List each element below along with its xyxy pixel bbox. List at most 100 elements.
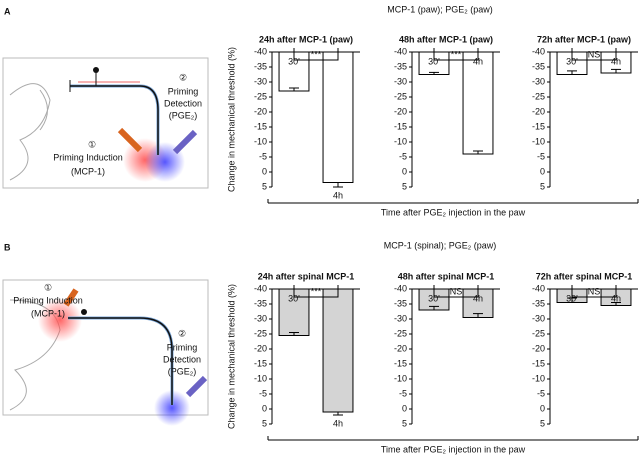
y-tick-label: -20: [254, 343, 267, 353]
significance-bracket: [571, 48, 617, 61]
y-tick-label: -10: [394, 373, 407, 383]
y-tick-label: -10: [394, 136, 407, 146]
chart-title: 72h after MCP-1 (paw): [537, 34, 631, 44]
cell-body: [93, 67, 99, 73]
syringe: [63, 288, 79, 307]
y-tick-label: -10: [254, 373, 267, 383]
label: (MCP-1): [31, 308, 65, 318]
step: ①: [44, 282, 52, 292]
y-tick-label: -5: [399, 388, 407, 398]
y-tick-label: 0: [402, 166, 407, 176]
syringe: [185, 375, 208, 398]
y-tick-label: -30: [532, 313, 545, 323]
significance-bracket: [433, 285, 479, 298]
significance-bracket: [293, 285, 339, 298]
y-tick-label: 0: [262, 403, 267, 413]
x-tick-label: 4h: [473, 56, 483, 66]
x-tick-label: 4h: [333, 190, 343, 200]
y-tick-label: -15: [532, 121, 545, 131]
y-tick-label: -5: [259, 388, 267, 398]
step: ②: [179, 72, 187, 82]
y-tick-label: -35: [254, 298, 267, 308]
y-tick-label: -5: [259, 151, 267, 161]
y-tick-label: -25: [254, 328, 267, 338]
y-tick-label: 0: [540, 403, 545, 413]
significance: ***: [311, 49, 322, 59]
x-tick-label: 30': [566, 293, 578, 303]
significance-bracket: [571, 285, 617, 298]
y-tick-label: 5: [402, 418, 407, 428]
label: Priming: [168, 86, 199, 96]
x-tick-label: 4h: [611, 56, 621, 66]
y-tick-label: -10: [532, 136, 545, 146]
y-tick-label: -40: [254, 283, 267, 293]
y-tick-label: 5: [262, 418, 267, 428]
bar: [462, 51, 494, 155]
label: Priming Induction: [53, 152, 123, 162]
y-tick-label: 5: [540, 418, 545, 428]
panel-title: MCP-1 (spinal); PGE₂ (paw): [384, 240, 497, 250]
y-tick-label: -20: [254, 106, 267, 116]
y-tick-label: -35: [532, 298, 545, 308]
y-tick-label: -35: [394, 61, 407, 71]
glow: [154, 390, 190, 426]
y-tick-label: 0: [540, 166, 545, 176]
bar: [322, 51, 354, 183]
y-tick-label: -15: [532, 358, 545, 368]
spinal-outline: [9, 83, 51, 181]
panel-title: MCP-1 (paw); PGE₂ (paw): [387, 4, 493, 14]
y-tick-label: -35: [394, 298, 407, 308]
y-tick-label: 5: [262, 181, 267, 191]
y-tick-label: 5: [402, 181, 407, 191]
x-tick-label: 30': [428, 56, 440, 66]
significance: NS: [450, 286, 463, 296]
y-tick-label: -40: [254, 46, 267, 56]
label: Detection: [163, 354, 201, 364]
bar: [322, 288, 354, 413]
significance-bracket: [293, 48, 339, 61]
y-tick-label: -35: [532, 61, 545, 71]
neuron: [68, 317, 173, 405]
x-tick-label: 30': [428, 293, 440, 303]
y-tick-label: -5: [537, 151, 545, 161]
y-tick-label: -20: [532, 106, 545, 116]
step: ①: [88, 139, 96, 149]
y-tick-label: -25: [532, 91, 545, 101]
y-tick-label: -15: [254, 358, 267, 368]
y-tick-label: -35: [254, 61, 267, 71]
y-tick-label: -15: [394, 358, 407, 368]
x-tick-label: 30': [288, 56, 300, 66]
y-tick-label: -10: [532, 373, 545, 383]
y-tick-label: -30: [254, 76, 267, 86]
spinal-outline: [39, 89, 48, 131]
y-tick-label: -15: [254, 121, 267, 131]
y-tick-label: -30: [394, 76, 407, 86]
y-tick-label: -20: [532, 343, 545, 353]
syringe: [172, 129, 198, 155]
x-tick-label: 30': [566, 56, 578, 66]
step: ②: [178, 328, 186, 338]
significance: NS: [588, 286, 601, 296]
y-axis-label: Change in mechanical threshold (%): [226, 47, 236, 192]
y-tick-label: -20: [394, 106, 407, 116]
y-tick-label: -30: [394, 313, 407, 323]
label: (PGE₂): [169, 110, 198, 120]
y-tick-label: -30: [254, 313, 267, 323]
x-tick-label: 30': [288, 293, 300, 303]
y-tick-label: -10: [254, 136, 267, 146]
y-tick-label: -25: [532, 328, 545, 338]
label: Priming Induction: [13, 295, 83, 305]
significance-bracket: [433, 48, 479, 61]
y-tick-label: -20: [394, 343, 407, 353]
chart-title: 24h after spinal MCP-1: [258, 271, 355, 281]
y-tick-label: -40: [532, 283, 545, 293]
label: (MCP-1): [71, 166, 105, 176]
chart-title: 48h after MCP-1 (paw): [399, 34, 493, 44]
x-tick-label: 4h: [611, 293, 621, 303]
glow: [38, 298, 82, 342]
significance: ***: [451, 49, 462, 59]
panel-label: B: [4, 242, 11, 252]
y-tick-label: -25: [394, 91, 407, 101]
y-tick-label: -15: [394, 121, 407, 131]
